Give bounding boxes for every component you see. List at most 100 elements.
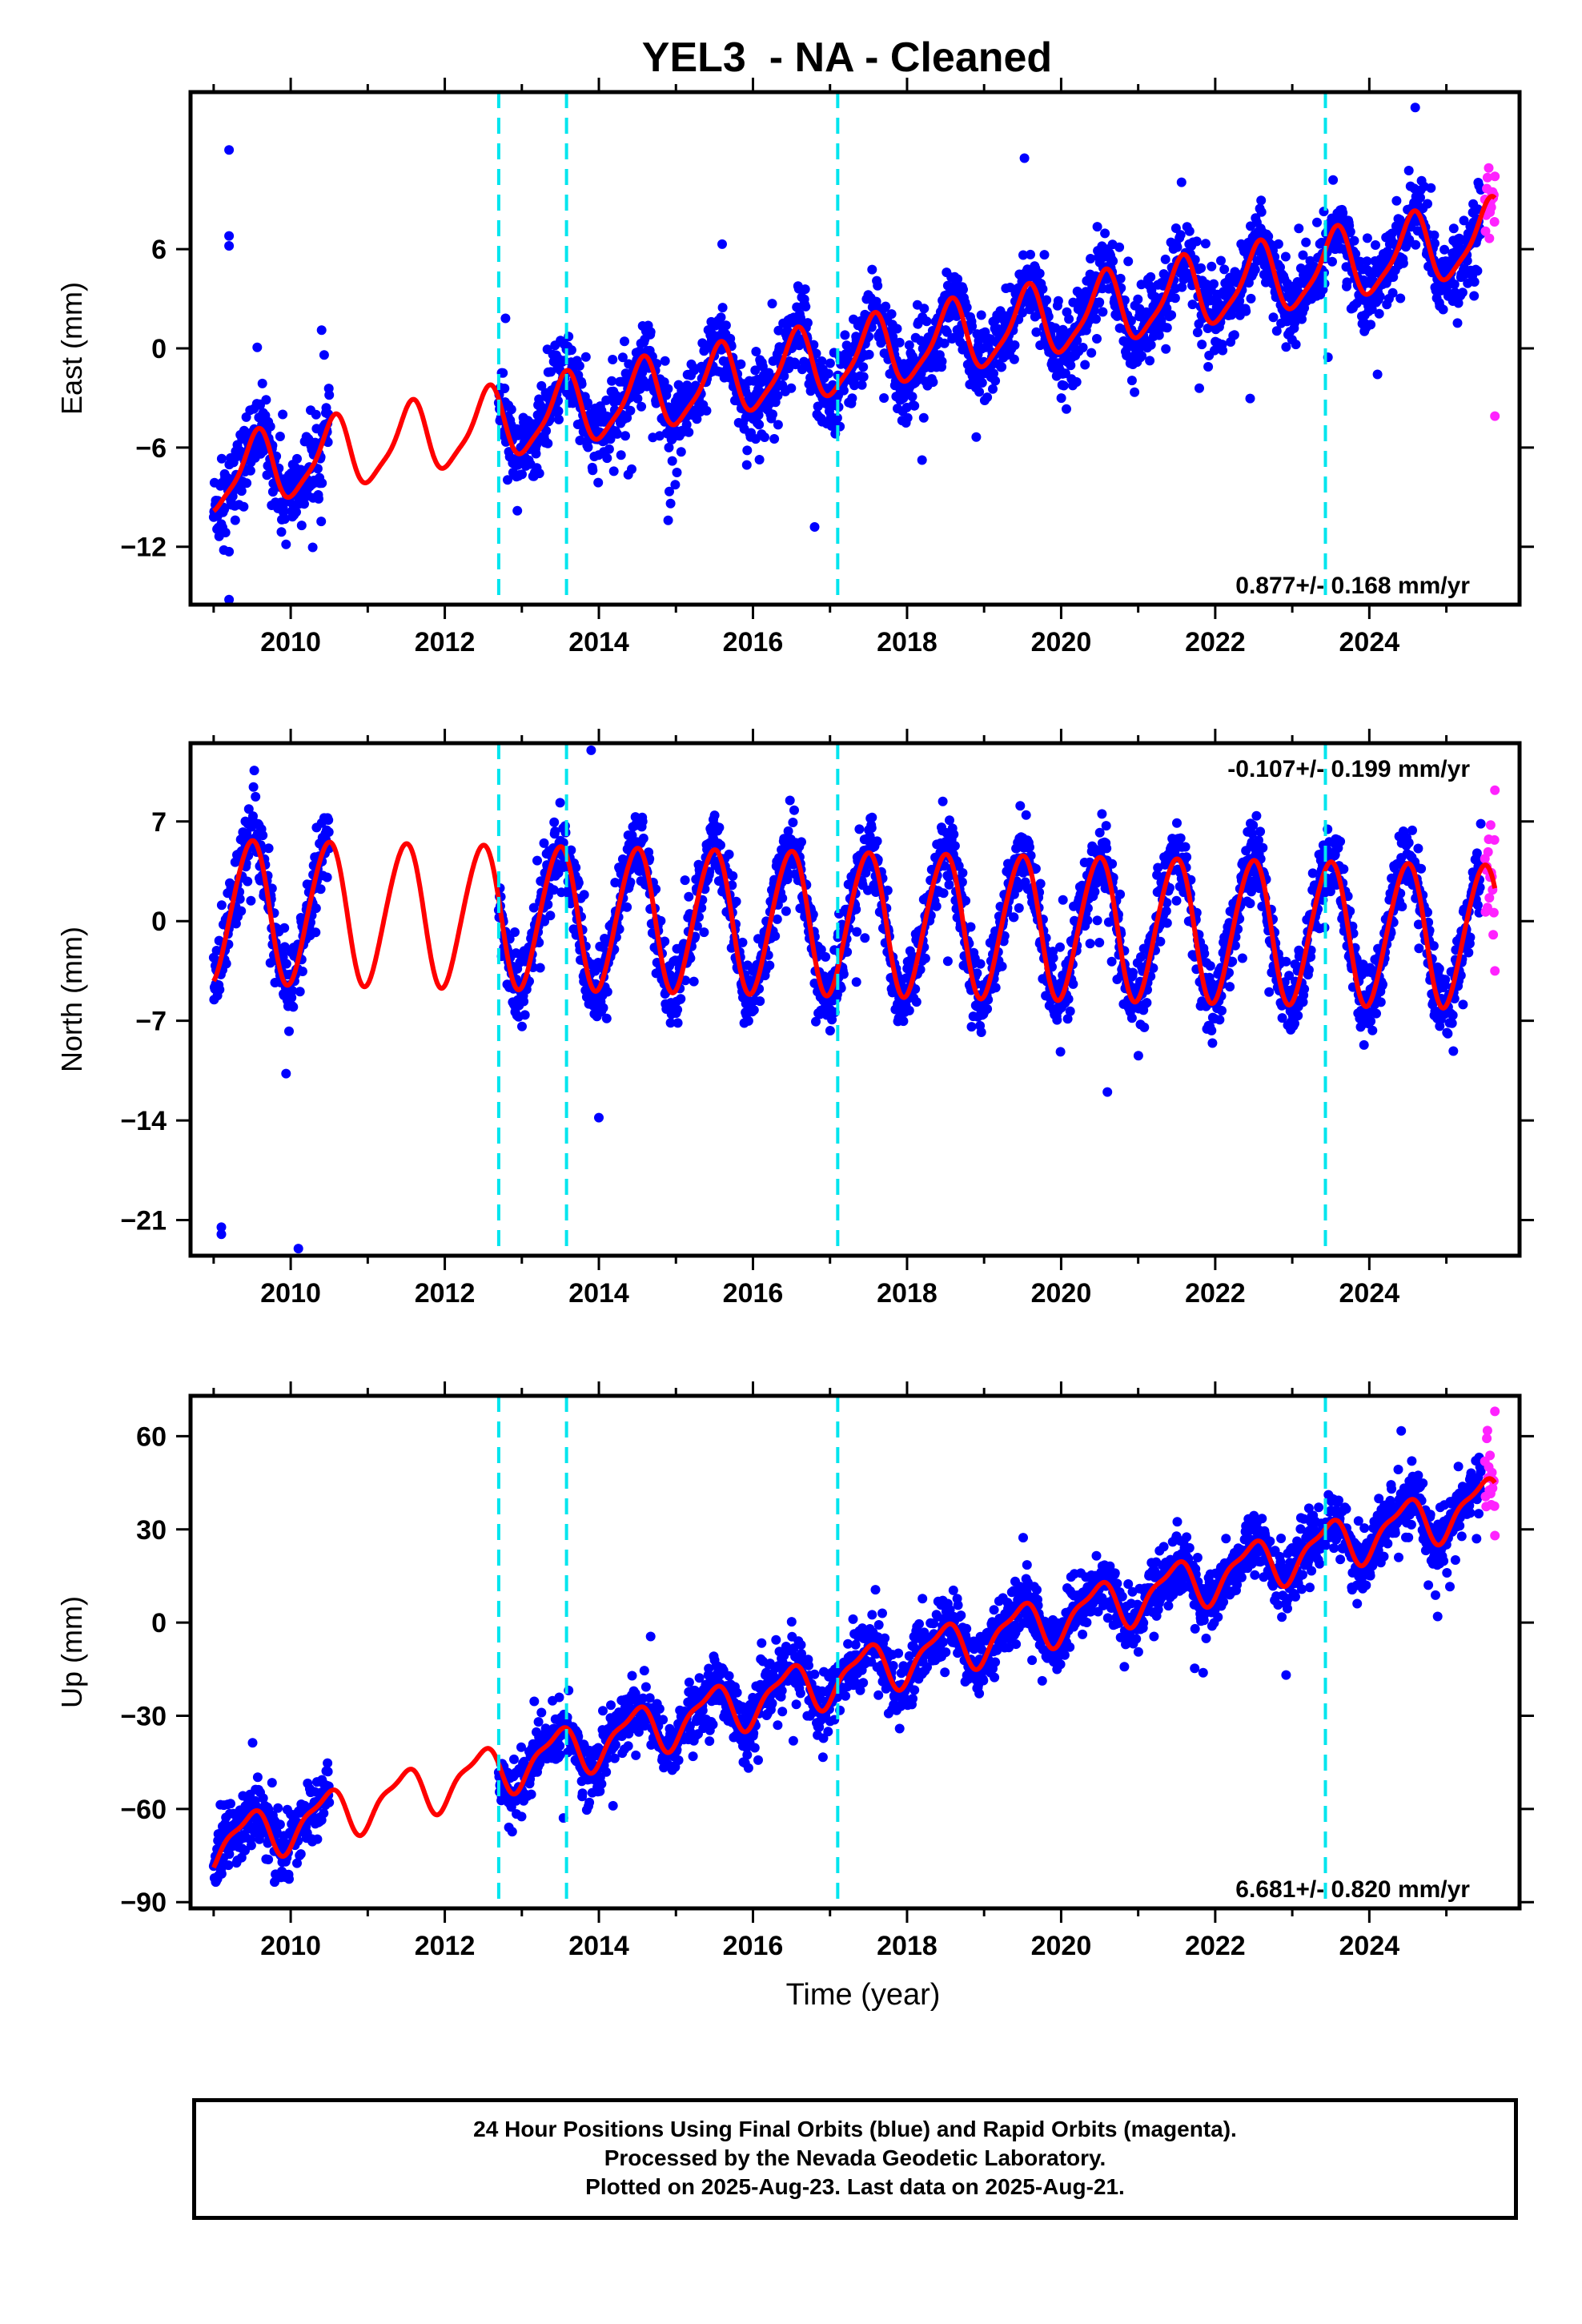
data-point (769, 434, 780, 444)
data-point (950, 841, 960, 851)
data-point (248, 782, 259, 792)
data-point (267, 883, 277, 894)
data-point (753, 410, 764, 420)
data-point (1139, 1022, 1150, 1032)
data-point (323, 827, 334, 837)
data-point (1034, 268, 1045, 279)
data-point (1227, 956, 1238, 967)
y-axis-label: East (mm) (55, 282, 88, 415)
data-point (1263, 231, 1274, 242)
data-point (602, 453, 612, 464)
data-point (664, 442, 674, 452)
data-point (265, 958, 275, 968)
data-point (788, 818, 798, 827)
data-point (904, 1005, 914, 1015)
data-point (1469, 277, 1480, 287)
data-point (972, 968, 982, 979)
data-point (1014, 903, 1024, 913)
data-point (1255, 826, 1266, 837)
data-point (1162, 303, 1172, 313)
data-point (520, 1010, 530, 1020)
data-point (580, 352, 591, 362)
data-point (1175, 230, 1186, 240)
data-point (555, 798, 565, 808)
data-point (858, 362, 869, 372)
data-point (755, 996, 765, 1007)
data-point (287, 986, 298, 996)
data-point (1161, 906, 1171, 916)
data-point (789, 805, 799, 815)
data-point (1056, 393, 1066, 404)
data-point (1372, 369, 1383, 380)
data-point (997, 362, 1007, 372)
y-tick-label: −6 (135, 433, 167, 464)
data-point (1058, 380, 1069, 391)
data-point (773, 325, 784, 336)
data-point (1209, 279, 1219, 289)
data-point (1136, 952, 1146, 962)
data-point (699, 927, 709, 938)
data-point (279, 923, 290, 933)
data-point (689, 976, 699, 987)
data-point (797, 364, 807, 375)
data-point (953, 274, 963, 284)
data-point (785, 795, 795, 806)
data-point (622, 412, 632, 423)
data-point (1327, 256, 1337, 267)
data-point (1055, 1047, 1066, 1057)
data-point (667, 456, 677, 466)
data-point (656, 915, 666, 926)
data-point (1101, 821, 1111, 831)
data-point (1298, 250, 1308, 260)
panel-north: 2010 2012 2014 2016 2018 2020 2022 2024−21−14−7… (55, 729, 1534, 1309)
data-point (802, 318, 813, 328)
data-point (1115, 889, 1126, 899)
data-point (1106, 956, 1117, 967)
data-point (1430, 239, 1439, 248)
data-point (1290, 1019, 1299, 1029)
outlier-point (224, 145, 235, 155)
data-point (1062, 404, 1071, 414)
data-point (571, 862, 581, 873)
data-point (971, 432, 982, 442)
data-point (961, 895, 971, 906)
data-point (1281, 956, 1291, 967)
data-point (1063, 994, 1074, 1004)
data-point (534, 468, 544, 479)
data-point (1246, 293, 1256, 304)
data-point (245, 465, 255, 476)
data-point (849, 380, 860, 391)
data-point (553, 406, 564, 416)
data-point (721, 320, 731, 331)
data-point (550, 826, 560, 837)
rapid-point (1484, 163, 1494, 173)
data-point (832, 412, 842, 423)
data-point (1362, 233, 1372, 243)
data-point (531, 448, 541, 459)
data-point (536, 380, 547, 391)
data-point (1166, 310, 1177, 320)
data-point (1199, 948, 1210, 959)
data-point (311, 409, 321, 420)
data-point (982, 1003, 993, 1014)
data-point (902, 412, 913, 423)
data-point (701, 405, 712, 416)
data-point (566, 345, 576, 356)
data-point (989, 368, 998, 379)
data-point (1264, 987, 1275, 997)
data-point (1025, 842, 1034, 852)
data-point (967, 321, 978, 332)
data-point (319, 350, 329, 360)
data-point (838, 385, 849, 396)
data-point (535, 963, 545, 973)
data-point (583, 398, 592, 408)
data-point (904, 340, 914, 350)
data-point (1094, 297, 1105, 308)
data-point (1192, 328, 1203, 338)
data-point (937, 356, 947, 367)
data-point (1342, 277, 1352, 287)
data-point (681, 420, 692, 430)
data-point (1291, 340, 1301, 350)
data-point (676, 447, 686, 457)
data-point (528, 903, 539, 913)
